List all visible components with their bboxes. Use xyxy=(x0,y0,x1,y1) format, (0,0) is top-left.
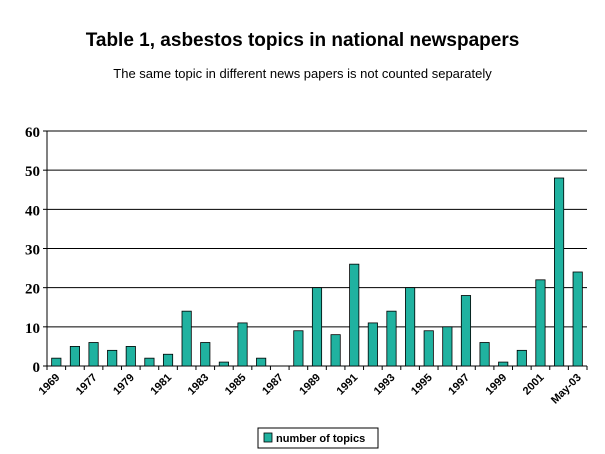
x-tick-label: 1989 xyxy=(297,372,323,398)
bar xyxy=(554,177,565,367)
y-tick-label: 50 xyxy=(25,164,40,180)
x-tick-label: 1995 xyxy=(409,372,435,398)
bar xyxy=(330,334,341,367)
bar xyxy=(200,342,211,367)
legend-label: number of topics xyxy=(276,433,365,445)
bar xyxy=(144,357,155,367)
bar xyxy=(423,330,434,367)
bar xyxy=(479,342,490,367)
y-tick-label: 10 xyxy=(25,321,40,337)
y-tick-label: 40 xyxy=(25,203,40,219)
bar xyxy=(88,342,99,367)
x-tick-label: 1969 xyxy=(37,372,63,398)
legend-swatch xyxy=(263,432,273,443)
legend xyxy=(257,427,379,449)
x-tick-label: 2001 xyxy=(521,372,547,398)
x-tick-label: 1993 xyxy=(372,372,398,398)
chart-title: Table 1, asbestos topics in national new… xyxy=(85,30,520,51)
x-tick-label: 1985 xyxy=(223,372,249,398)
y-tick-label: 20 xyxy=(25,282,40,298)
bar xyxy=(69,346,80,367)
bar xyxy=(498,361,509,367)
chart-subtitle: The same topic in different news papers … xyxy=(113,66,492,81)
bar xyxy=(367,322,378,367)
bar xyxy=(349,263,360,367)
bar xyxy=(125,346,136,367)
y-tick-label: 30 xyxy=(25,243,40,259)
x-tick-label: 1997 xyxy=(446,372,472,398)
bar xyxy=(237,322,248,367)
x-tick-label: May-03 xyxy=(549,372,584,407)
bar xyxy=(181,310,192,367)
bar xyxy=(293,330,304,367)
x-tick-label: 1977 xyxy=(74,372,100,398)
x-tick-label: 1983 xyxy=(186,372,212,398)
bar xyxy=(572,271,583,367)
bar xyxy=(442,326,453,367)
bar xyxy=(405,287,416,367)
bar xyxy=(218,361,229,367)
bar xyxy=(51,357,62,367)
x-tick-label: 1999 xyxy=(484,372,510,398)
y-tick-label: 0 xyxy=(33,360,41,376)
x-tick-label: 1981 xyxy=(148,372,174,398)
bar xyxy=(162,353,174,367)
bar xyxy=(516,349,527,367)
bar xyxy=(535,279,546,367)
x-tick-label: 1987 xyxy=(260,372,286,398)
x-tick-label: 1991 xyxy=(335,372,361,398)
bar xyxy=(460,295,472,367)
x-tick-label: 1979 xyxy=(111,372,137,398)
bar xyxy=(311,287,323,367)
y-tick-label: 60 xyxy=(25,125,40,141)
bar xyxy=(386,310,397,367)
bar xyxy=(107,349,118,367)
bar xyxy=(256,357,267,367)
